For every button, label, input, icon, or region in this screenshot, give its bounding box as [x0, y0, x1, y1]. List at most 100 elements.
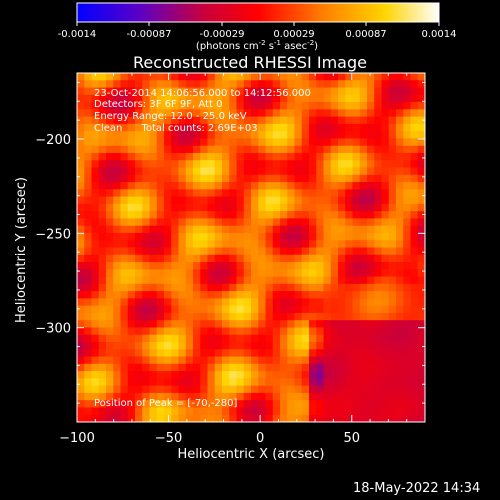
heatmap-cell	[345, 247, 353, 256]
heatmap-cell	[214, 189, 223, 197]
heatmap-cell	[98, 371, 107, 379]
heatmap-cell	[265, 211, 274, 219]
heatmap-cell	[142, 400, 150, 408]
heatmap-cell	[106, 276, 114, 285]
heatmap-cell	[323, 342, 332, 350]
heatmap-cell	[367, 102, 375, 110]
heatmap-cell	[338, 160, 346, 168]
heatmap-cell	[410, 80, 419, 88]
heatmap-cell	[142, 102, 150, 110]
heatmap-cell	[214, 392, 223, 401]
heatmap-cell	[164, 138, 172, 147]
heatmap-cell	[359, 211, 368, 219]
heatmap-cell	[345, 342, 353, 350]
heatmap-cell	[251, 240, 259, 248]
heatmap-cell	[222, 138, 230, 147]
heatmap-cell	[156, 254, 165, 263]
heatmap-cell	[352, 262, 361, 270]
heatmap-cell	[106, 327, 114, 336]
heatmap-cell	[352, 407, 361, 416]
heatmap-cell	[251, 131, 259, 139]
axis-ticks: −100 −50 0 50−200−250−300	[35, 73, 426, 446]
heatmap-cell	[359, 320, 368, 328]
heatmap-cell	[127, 407, 136, 416]
heatmap-cell	[396, 334, 404, 343]
heatmap-cell	[294, 305, 303, 314]
heatmap-cell	[265, 262, 274, 270]
heatmap-cell	[301, 218, 310, 227]
heatmap-cell	[287, 131, 295, 139]
heatmap-cell	[229, 232, 237, 241]
heatmap-cell	[113, 167, 121, 176]
heatmap-cell	[77, 203, 85, 212]
heatmap-cell	[417, 94, 426, 103]
heatmap-cell	[367, 312, 375, 321]
heatmap-cell	[251, 94, 259, 103]
heatmap-cell	[120, 211, 129, 219]
heatmap-cell	[381, 392, 390, 401]
heatmap-cell	[359, 407, 368, 416]
heatmap-cell	[330, 152, 339, 161]
heatmap-cell	[243, 269, 252, 277]
heatmap-cell	[359, 232, 368, 241]
heatmap-cell	[91, 312, 100, 321]
heatmap-cell	[374, 247, 382, 256]
heatmap-cell	[98, 356, 107, 365]
heatmap-cell	[287, 189, 295, 197]
heatmap-cell	[388, 174, 397, 183]
heatmap-cell	[367, 109, 375, 118]
heatmap-cell	[142, 87, 150, 96]
heatmap-cell	[91, 123, 100, 132]
heatmap-cell	[236, 123, 245, 132]
heatmap-cell	[403, 116, 411, 125]
heatmap-cell	[149, 80, 158, 88]
heatmap-cell	[77, 225, 85, 234]
heatmap-cell	[229, 167, 237, 176]
heatmap-cell	[120, 305, 129, 314]
heatmap-cell	[142, 123, 150, 132]
heatmap-cell	[113, 262, 121, 270]
heatmap-cell	[91, 152, 100, 161]
heatmap-cell	[120, 356, 129, 365]
heatmap-cell	[164, 102, 172, 110]
heatmap-cell	[98, 320, 107, 328]
heatmap-cell	[396, 102, 404, 110]
heatmap-cell	[396, 371, 404, 379]
heatmap-cell	[330, 407, 339, 416]
heatmap-cell	[330, 116, 339, 125]
heatmap-cell	[156, 225, 165, 234]
heatmap-cell	[280, 400, 288, 408]
heatmap-cell	[185, 269, 194, 277]
heatmap-cell	[236, 152, 245, 161]
heatmap-cell	[265, 320, 274, 328]
heatmap-cell	[207, 385, 216, 394]
heatmap-cell	[171, 400, 179, 408]
heatmap-cell	[193, 283, 201, 292]
heatmap-cell	[403, 407, 411, 416]
heatmap-cell	[251, 298, 259, 307]
heatmap-cell	[171, 218, 179, 227]
heatmap-cell	[352, 73, 361, 81]
heatmap-cell	[367, 196, 375, 205]
heatmap-cell	[185, 305, 194, 314]
heatmap-cell	[77, 87, 85, 96]
heatmap-cell	[316, 320, 324, 328]
heatmap-cell	[374, 94, 382, 103]
heatmap-cell	[222, 298, 230, 307]
heatmap-cell	[352, 291, 361, 299]
heatmap-cell	[84, 218, 92, 227]
heatmap-cell	[265, 123, 274, 132]
heatmap-cell	[309, 356, 317, 365]
heatmap-cell	[316, 356, 324, 365]
heatmap-cell	[367, 298, 375, 307]
heatmap-cell	[200, 342, 208, 350]
heatmap-cell	[345, 225, 353, 234]
heatmap-cell	[77, 138, 85, 147]
heatmap-cell	[352, 123, 361, 132]
heatmap-cell	[243, 109, 252, 118]
heatmap-cell	[359, 160, 368, 168]
heatmap-cell	[345, 392, 353, 401]
heatmap-cell	[142, 225, 150, 234]
heatmap-cell	[243, 356, 252, 365]
heatmap-cell	[352, 320, 361, 328]
